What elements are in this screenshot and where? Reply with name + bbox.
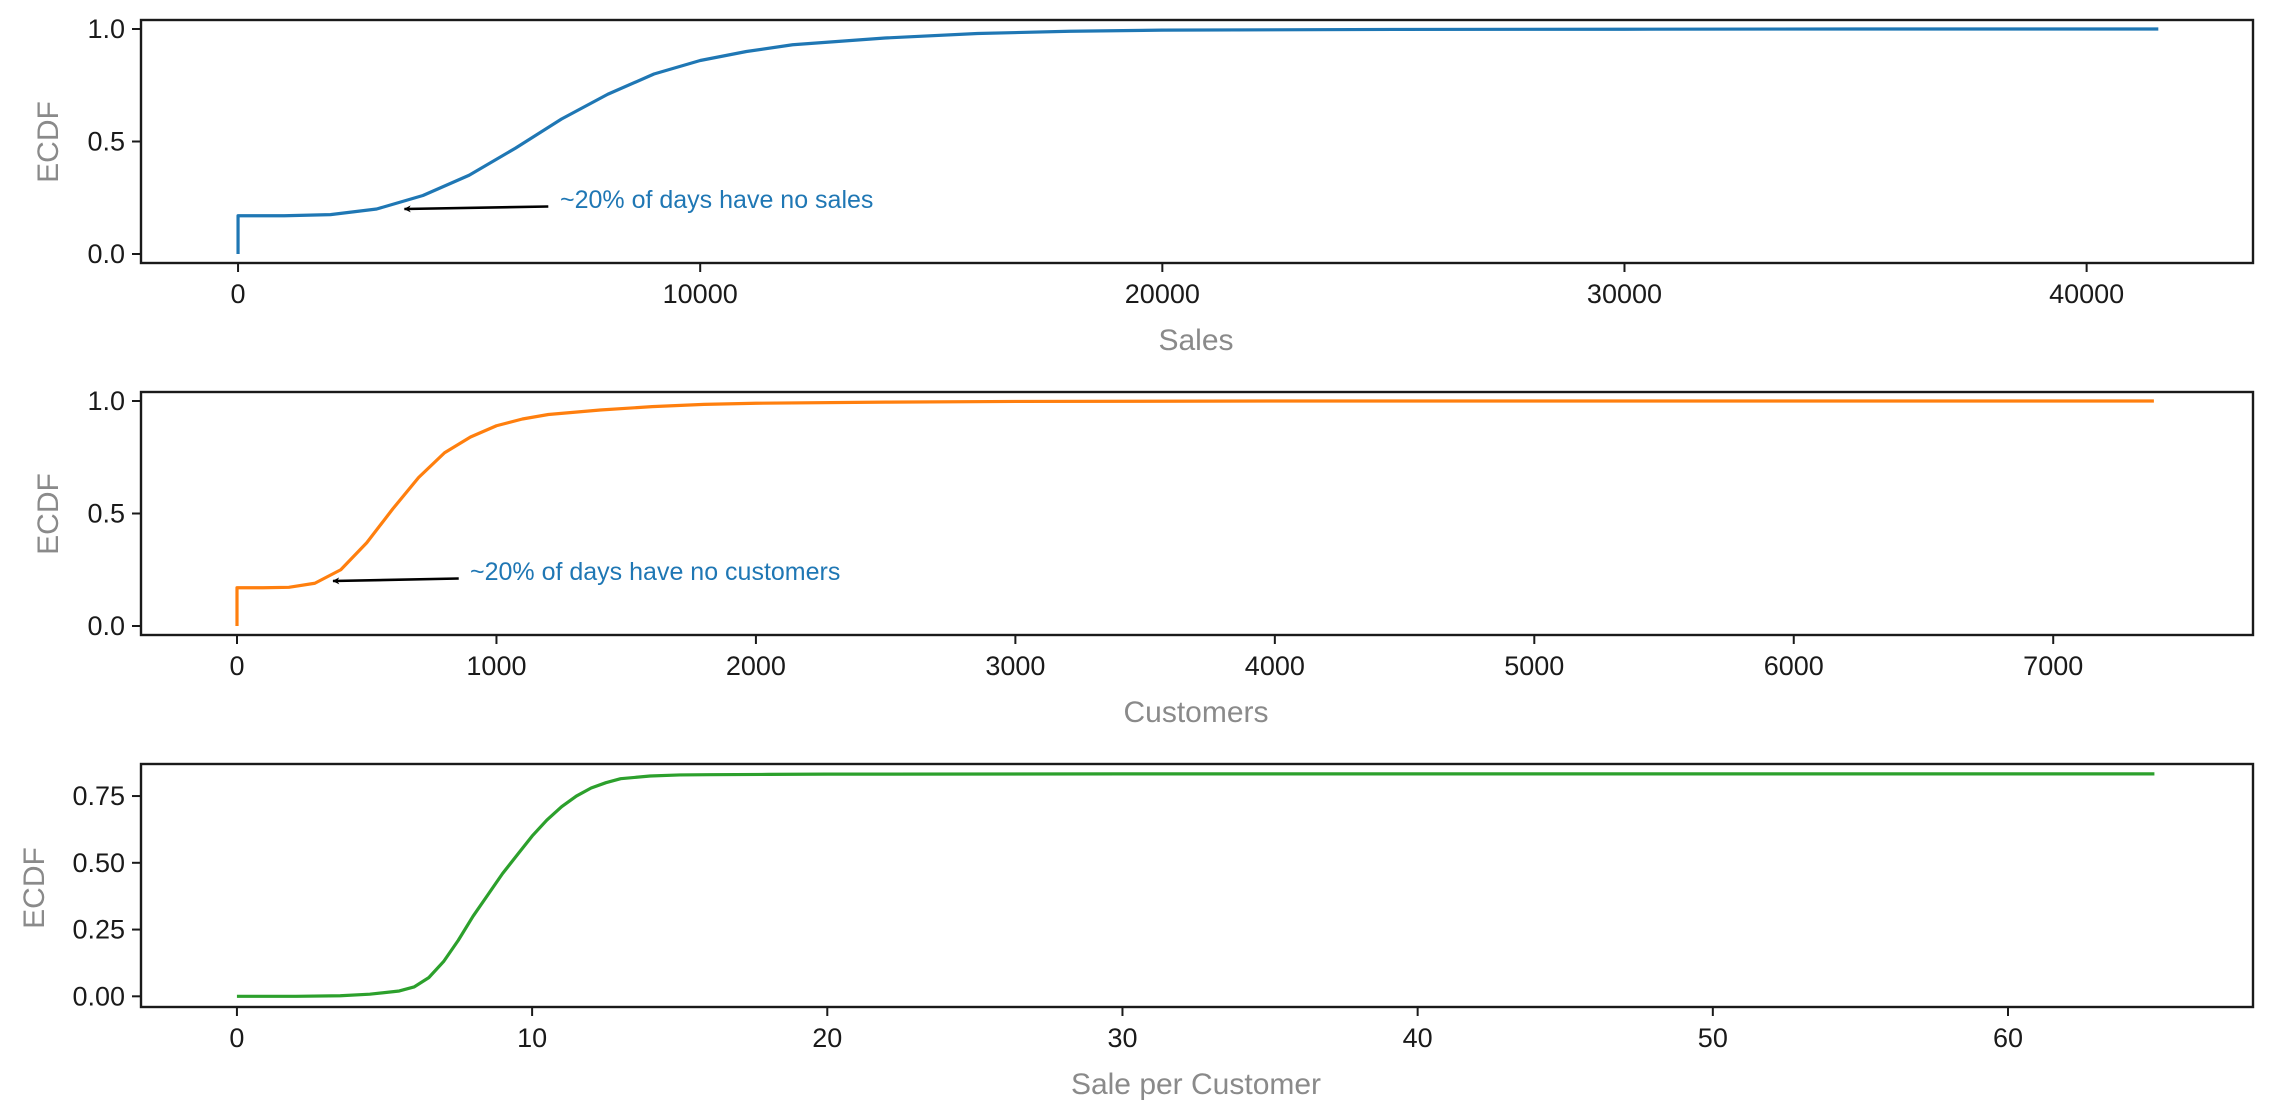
customers-ytick-label: 0.5 — [87, 499, 125, 529]
spc-ytick-label: 0.75 — [72, 781, 125, 811]
sales-xtick-label: 10000 — [663, 279, 738, 309]
customers-xtick-label: 3000 — [985, 651, 1045, 681]
customers-xtick-label: 2000 — [726, 651, 786, 681]
spc-xtick-label: 50 — [1698, 1023, 1728, 1053]
customers-xlabel: Customers — [1123, 696, 1268, 729]
sales-xtick-label: 20000 — [1125, 279, 1200, 309]
customers-xtick-label: 6000 — [1764, 651, 1824, 681]
sales-annotation-arrow — [403, 205, 549, 213]
sales-axes-frame — [139, 18, 2255, 265]
customers-annotation-text: ~20% of days have no customers — [470, 558, 840, 586]
spc-ytick-label: 0.25 — [72, 915, 125, 945]
spc-xtick-label: 30 — [1107, 1023, 1137, 1053]
spc-axes-frame — [139, 762, 2255, 1009]
spc-xtick-label: 20 — [812, 1023, 842, 1053]
sales-annotation-text: ~20% of days have no sales — [560, 186, 873, 214]
sales-ytick-label: 1.0 — [87, 14, 125, 44]
spc-xtick-label: 60 — [1993, 1023, 2023, 1053]
spc-axes: 0 10 20 30 40 50 60 0.00 0.25 0.50 0.75 — [72, 762, 2255, 1053]
sales-axes: 0 10000 20000 30000 40000 0.0 0.5 1.0 — [87, 14, 2255, 309]
spc-xtick-label: 0 — [229, 1023, 244, 1053]
customers-xtick-label: 7000 — [2023, 651, 2083, 681]
spc-xlabel: Sale per Customer — [1071, 1068, 1321, 1101]
sales-xtick-label: 40000 — [2049, 279, 2124, 309]
customers-annotation-arrow — [332, 577, 459, 585]
customers-xtick-label: 0 — [229, 651, 244, 681]
sales-xtick-label: 0 — [231, 279, 246, 309]
spc-xtick-label: 10 — [517, 1023, 547, 1053]
customers-axes: 0 1000 2000 3000 4000 5000 6000 7000 0.0 0.5 1.0 — [87, 386, 2255, 681]
customers-xtick-label: 5000 — [1504, 651, 1564, 681]
customers-ylabel: ECDF — [32, 473, 65, 555]
spc-ytick-label: 0.00 — [72, 981, 125, 1011]
spc-ecdf-line — [236, 772, 2155, 998]
customers-axes-frame — [139, 390, 2255, 637]
customers-xtick-label: 1000 — [466, 651, 526, 681]
customers-ytick-label: 0.0 — [87, 611, 125, 641]
spc-xtick-label: 40 — [1403, 1023, 1433, 1053]
customers-ytick-label: 1.0 — [87, 386, 125, 416]
customers-ecdf-line — [235, 399, 2154, 626]
sales-xlabel: Sales — [1158, 324, 1233, 357]
sales-ytick-label: 0.5 — [87, 127, 125, 157]
sales-xtick-label: 30000 — [1587, 279, 1662, 309]
sales-ecdf-line — [236, 27, 2159, 254]
sales-ylabel: ECDF — [32, 101, 65, 183]
customers-xtick-label: 4000 — [1245, 651, 1305, 681]
spc-ytick-label: 0.50 — [72, 848, 125, 878]
sales-ytick-label: 0.0 — [87, 239, 125, 269]
spc-ylabel: ECDF — [18, 847, 51, 929]
